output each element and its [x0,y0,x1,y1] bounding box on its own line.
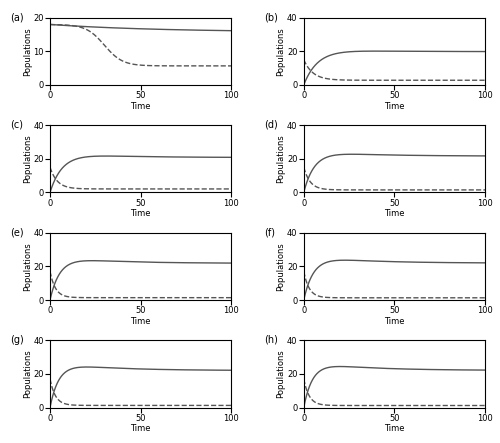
Y-axis label: Populations: Populations [23,27,32,76]
X-axis label: Time: Time [384,317,404,326]
Text: (h): (h) [264,335,278,345]
Text: (b): (b) [264,12,278,22]
X-axis label: Time: Time [130,209,151,218]
Text: (c): (c) [10,120,23,130]
Y-axis label: Populations: Populations [276,135,285,183]
Y-axis label: Populations: Populations [276,27,285,76]
Y-axis label: Populations: Populations [23,242,32,291]
Y-axis label: Populations: Populations [23,135,32,183]
X-axis label: Time: Time [384,424,404,433]
X-axis label: Time: Time [384,101,404,111]
Text: (d): (d) [264,120,278,130]
Text: (f): (f) [264,227,275,237]
Y-axis label: Populations: Populations [276,242,285,291]
Y-axis label: Populations: Populations [276,350,285,398]
X-axis label: Time: Time [130,101,151,111]
X-axis label: Time: Time [130,317,151,326]
Text: (e): (e) [10,227,24,237]
X-axis label: Time: Time [130,424,151,433]
X-axis label: Time: Time [384,209,404,218]
Text: (g): (g) [10,335,24,345]
Y-axis label: Populations: Populations [23,350,32,398]
Text: (a): (a) [10,12,24,22]
